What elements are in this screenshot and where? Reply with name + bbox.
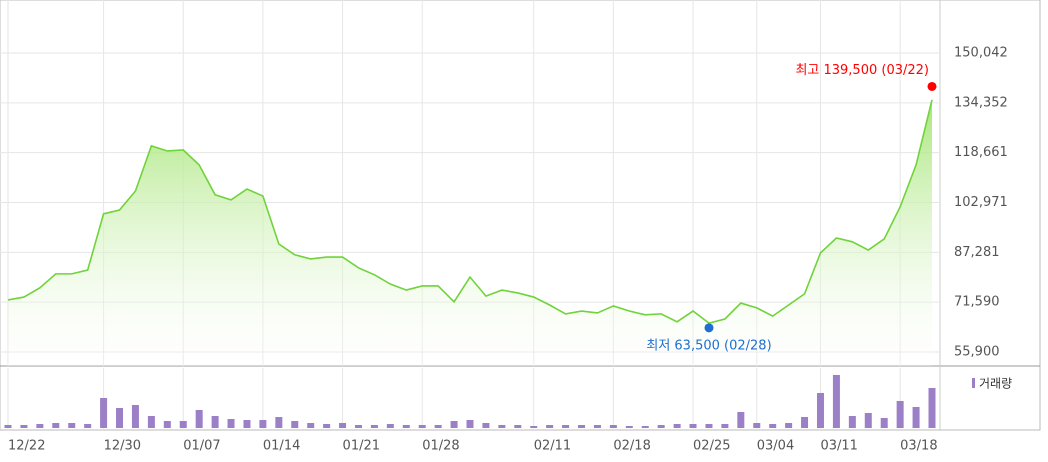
volume-bar <box>211 416 219 428</box>
x-tick-label: 02/11 <box>534 439 571 454</box>
volume-bar <box>769 424 777 428</box>
x-tick-label: 02/18 <box>613 439 650 454</box>
volume-bar <box>323 424 331 428</box>
volume-bar <box>52 423 60 428</box>
volume-bar <box>307 423 315 428</box>
volume-bar <box>68 423 76 428</box>
volume-bar <box>418 425 426 428</box>
volume-bar <box>785 423 793 428</box>
volume-bar <box>179 421 187 428</box>
volume-bar <box>848 416 856 428</box>
volume-bar <box>864 413 872 428</box>
volume-bar <box>370 425 378 428</box>
volume-bar <box>147 416 155 428</box>
frame <box>0 0 1041 431</box>
y-tick-label: 102,971 <box>954 195 1008 210</box>
volume-bar <box>912 407 920 428</box>
volume-bar <box>36 424 44 428</box>
volume-bar <box>4 425 12 428</box>
volume-bar <box>163 421 171 428</box>
extreme-label: 최고 139,500 (03/22) <box>795 63 929 78</box>
volume-bar <box>753 423 761 428</box>
volume-bar <box>657 425 665 428</box>
volume-bar <box>20 425 28 428</box>
volume-bar <box>402 425 410 428</box>
volume-bar <box>354 425 362 428</box>
volume-bar <box>275 417 283 428</box>
extreme-dot <box>927 81 937 91</box>
x-tick-label: 01/28 <box>422 439 459 454</box>
volume-bar <box>721 424 729 428</box>
x-tick-label: 03/11 <box>820 439 857 454</box>
volume-bar <box>625 426 633 428</box>
volume-bar <box>450 421 458 428</box>
volume-bar <box>259 420 267 428</box>
volume-bar <box>737 412 745 428</box>
volume-bar <box>928 388 936 428</box>
y-tick-label: 71,590 <box>954 295 1000 310</box>
y-tick-label: 134,352 <box>954 95 1008 110</box>
volume-bar <box>530 426 538 428</box>
volume-bar <box>466 420 474 428</box>
x-tick-label: 01/07 <box>183 439 220 454</box>
volume-bar <box>609 425 617 428</box>
x-tick-label: 03/04 <box>757 439 794 454</box>
extreme-dot <box>704 323 714 333</box>
price-line <box>7 99 933 324</box>
volume-bar <box>673 424 681 428</box>
volume-bar <box>593 425 601 428</box>
volume-bar <box>705 424 713 428</box>
volume-bar <box>339 423 347 428</box>
volume-bar <box>816 393 824 428</box>
volume-bar <box>641 426 649 428</box>
volume-bar <box>578 425 586 428</box>
volume-bar <box>832 375 840 428</box>
x-tick-label: 02/25 <box>693 439 730 454</box>
volume-bar <box>227 419 235 428</box>
volume-bar <box>116 408 124 428</box>
volume-bar <box>131 405 139 428</box>
plot: 55,900 71,590 87,281 102,971 118,661 134,352 1… <box>0 0 1012 454</box>
extreme-label: 최저 63,500 (02/28) <box>646 338 771 353</box>
volume-bar <box>434 425 442 428</box>
volume-bar <box>291 421 299 428</box>
x-tick-label: 01/14 <box>263 439 300 454</box>
volume-bar <box>689 424 697 428</box>
volume-bar <box>482 423 490 428</box>
y-tick-label: 118,661 <box>954 145 1008 160</box>
volume-bar <box>100 398 108 428</box>
legend-swatch <box>972 378 975 388</box>
area <box>8 99 932 366</box>
volume-bar <box>498 425 506 428</box>
volume-bar <box>243 420 251 428</box>
volume-bar <box>546 425 554 428</box>
x-tick-label: 01/21 <box>343 439 380 454</box>
y-tick-label: 150,042 <box>954 46 1008 61</box>
x-tick-label: 03/18 <box>900 439 937 454</box>
y-tick-label: 87,281 <box>954 245 1000 260</box>
volume-bar <box>880 418 888 428</box>
volume-bar <box>386 424 394 428</box>
y-tick-label: 55,900 <box>954 345 1000 360</box>
volume-bar <box>896 401 904 428</box>
x-tick-label: 12/30 <box>104 439 141 454</box>
volume-bar <box>195 410 203 428</box>
x-tick-label: 12/22 <box>8 439 45 454</box>
legend-label: 거래량 <box>979 377 1012 391</box>
volume-bar <box>562 425 570 428</box>
volume-bar <box>801 417 809 428</box>
volume-bar <box>84 424 92 428</box>
volume-bar <box>514 425 522 428</box>
